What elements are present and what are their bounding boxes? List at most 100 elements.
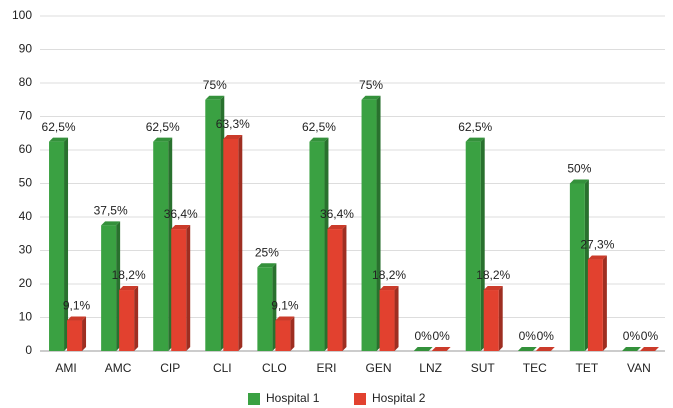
y-tick-label: 30 (19, 243, 33, 257)
bar-top (223, 134, 243, 139)
data-label: 50% (567, 162, 591, 176)
bar-side (394, 286, 399, 351)
data-label: 25% (255, 245, 279, 259)
data-label: 9,1% (271, 299, 299, 313)
bar-top (483, 286, 503, 291)
bar-top (49, 137, 69, 142)
bar-top (67, 316, 87, 321)
bar (205, 99, 221, 351)
bar-side (134, 286, 139, 351)
y-tick-label: 20 (19, 276, 33, 290)
bar (327, 229, 343, 351)
bar (569, 183, 585, 351)
data-label: 18,2% (112, 268, 146, 282)
bar (275, 320, 291, 351)
data-label: 62,5% (42, 120, 76, 134)
bar-side (238, 134, 243, 351)
bar-top (413, 347, 433, 351)
data-label: 62,5% (302, 120, 336, 134)
bar (379, 290, 395, 351)
data-label: 63,3% (216, 117, 250, 131)
x-tick-label: ERI (316, 361, 336, 375)
data-label: 75% (203, 78, 227, 92)
bar-side (342, 225, 347, 351)
x-tick-label: GEN (366, 361, 392, 375)
legend-swatch (354, 393, 366, 405)
legend-swatch (248, 393, 260, 405)
bar-side (602, 255, 607, 351)
data-label: 0% (623, 329, 641, 343)
legend-label: Hospital 2 (372, 391, 426, 405)
y-tick-label: 50 (19, 176, 33, 190)
data-label: 0% (414, 329, 432, 343)
x-tick-label: CLI (213, 361, 232, 375)
data-label: 0% (519, 329, 537, 343)
bar (587, 259, 603, 351)
bar (101, 225, 117, 351)
data-label: 62,5% (146, 120, 180, 134)
bar-top (101, 221, 121, 226)
x-tick-label: AMC (105, 361, 132, 375)
bar-top (431, 347, 451, 351)
bar-side (186, 225, 191, 351)
x-tick-label: CLO (262, 361, 287, 375)
data-label: 37,5% (94, 204, 128, 218)
bar (361, 99, 377, 351)
data-label: 0% (641, 329, 659, 343)
data-label: 36,4% (164, 207, 198, 221)
bar-top (257, 263, 277, 268)
x-tick-label: SUT (471, 361, 496, 375)
x-tick-label: AMI (55, 361, 76, 375)
bar-top (275, 316, 295, 321)
bar (67, 320, 83, 351)
bar-top (587, 255, 607, 260)
y-tick-label: 60 (19, 142, 33, 156)
bar-side (64, 137, 69, 351)
y-tick-label: 0 (25, 343, 32, 357)
data-label: 18,2% (372, 268, 406, 282)
bar-side (376, 95, 381, 351)
bar (465, 141, 481, 351)
bar-top (327, 225, 347, 230)
bar-top (205, 95, 225, 100)
data-label: 62,5% (458, 120, 492, 134)
bar-top (517, 347, 537, 351)
bar (171, 229, 187, 351)
x-tick-label: TEC (523, 361, 547, 375)
data-label: 0% (432, 329, 450, 343)
bar-top (621, 347, 641, 351)
data-label: 0% (537, 329, 555, 343)
bar-top (465, 137, 485, 142)
bar (483, 290, 499, 351)
bar (119, 290, 135, 351)
bar-top (171, 225, 191, 230)
data-label: 27,3% (580, 238, 614, 252)
bar-top (309, 137, 329, 142)
data-label: 9,1% (63, 299, 91, 313)
x-tick-label: CIP (160, 361, 180, 375)
bar-side (290, 316, 295, 351)
x-tick-label: LNZ (419, 361, 442, 375)
bar-top (535, 347, 555, 351)
y-tick-label: 10 (19, 310, 33, 324)
data-label: 75% (359, 78, 383, 92)
y-tick-label: 100 (12, 8, 32, 22)
legend-label: Hospital 1 (266, 391, 320, 405)
bar-side (498, 286, 503, 351)
x-tick-label: VAN (627, 361, 651, 375)
x-tick-label: TET (576, 361, 599, 375)
y-tick-label: 70 (19, 109, 33, 123)
bar (257, 267, 273, 351)
bar-top (569, 179, 589, 184)
bar (309, 141, 325, 351)
bar-top (379, 286, 399, 291)
bar-top (361, 95, 381, 100)
bar-top (119, 286, 139, 291)
data-label: 36,4% (320, 207, 354, 221)
y-tick-label: 80 (19, 75, 33, 89)
bar-top (639, 347, 659, 351)
y-tick-label: 40 (19, 209, 33, 223)
bar-top (153, 137, 173, 142)
bar (223, 138, 239, 351)
